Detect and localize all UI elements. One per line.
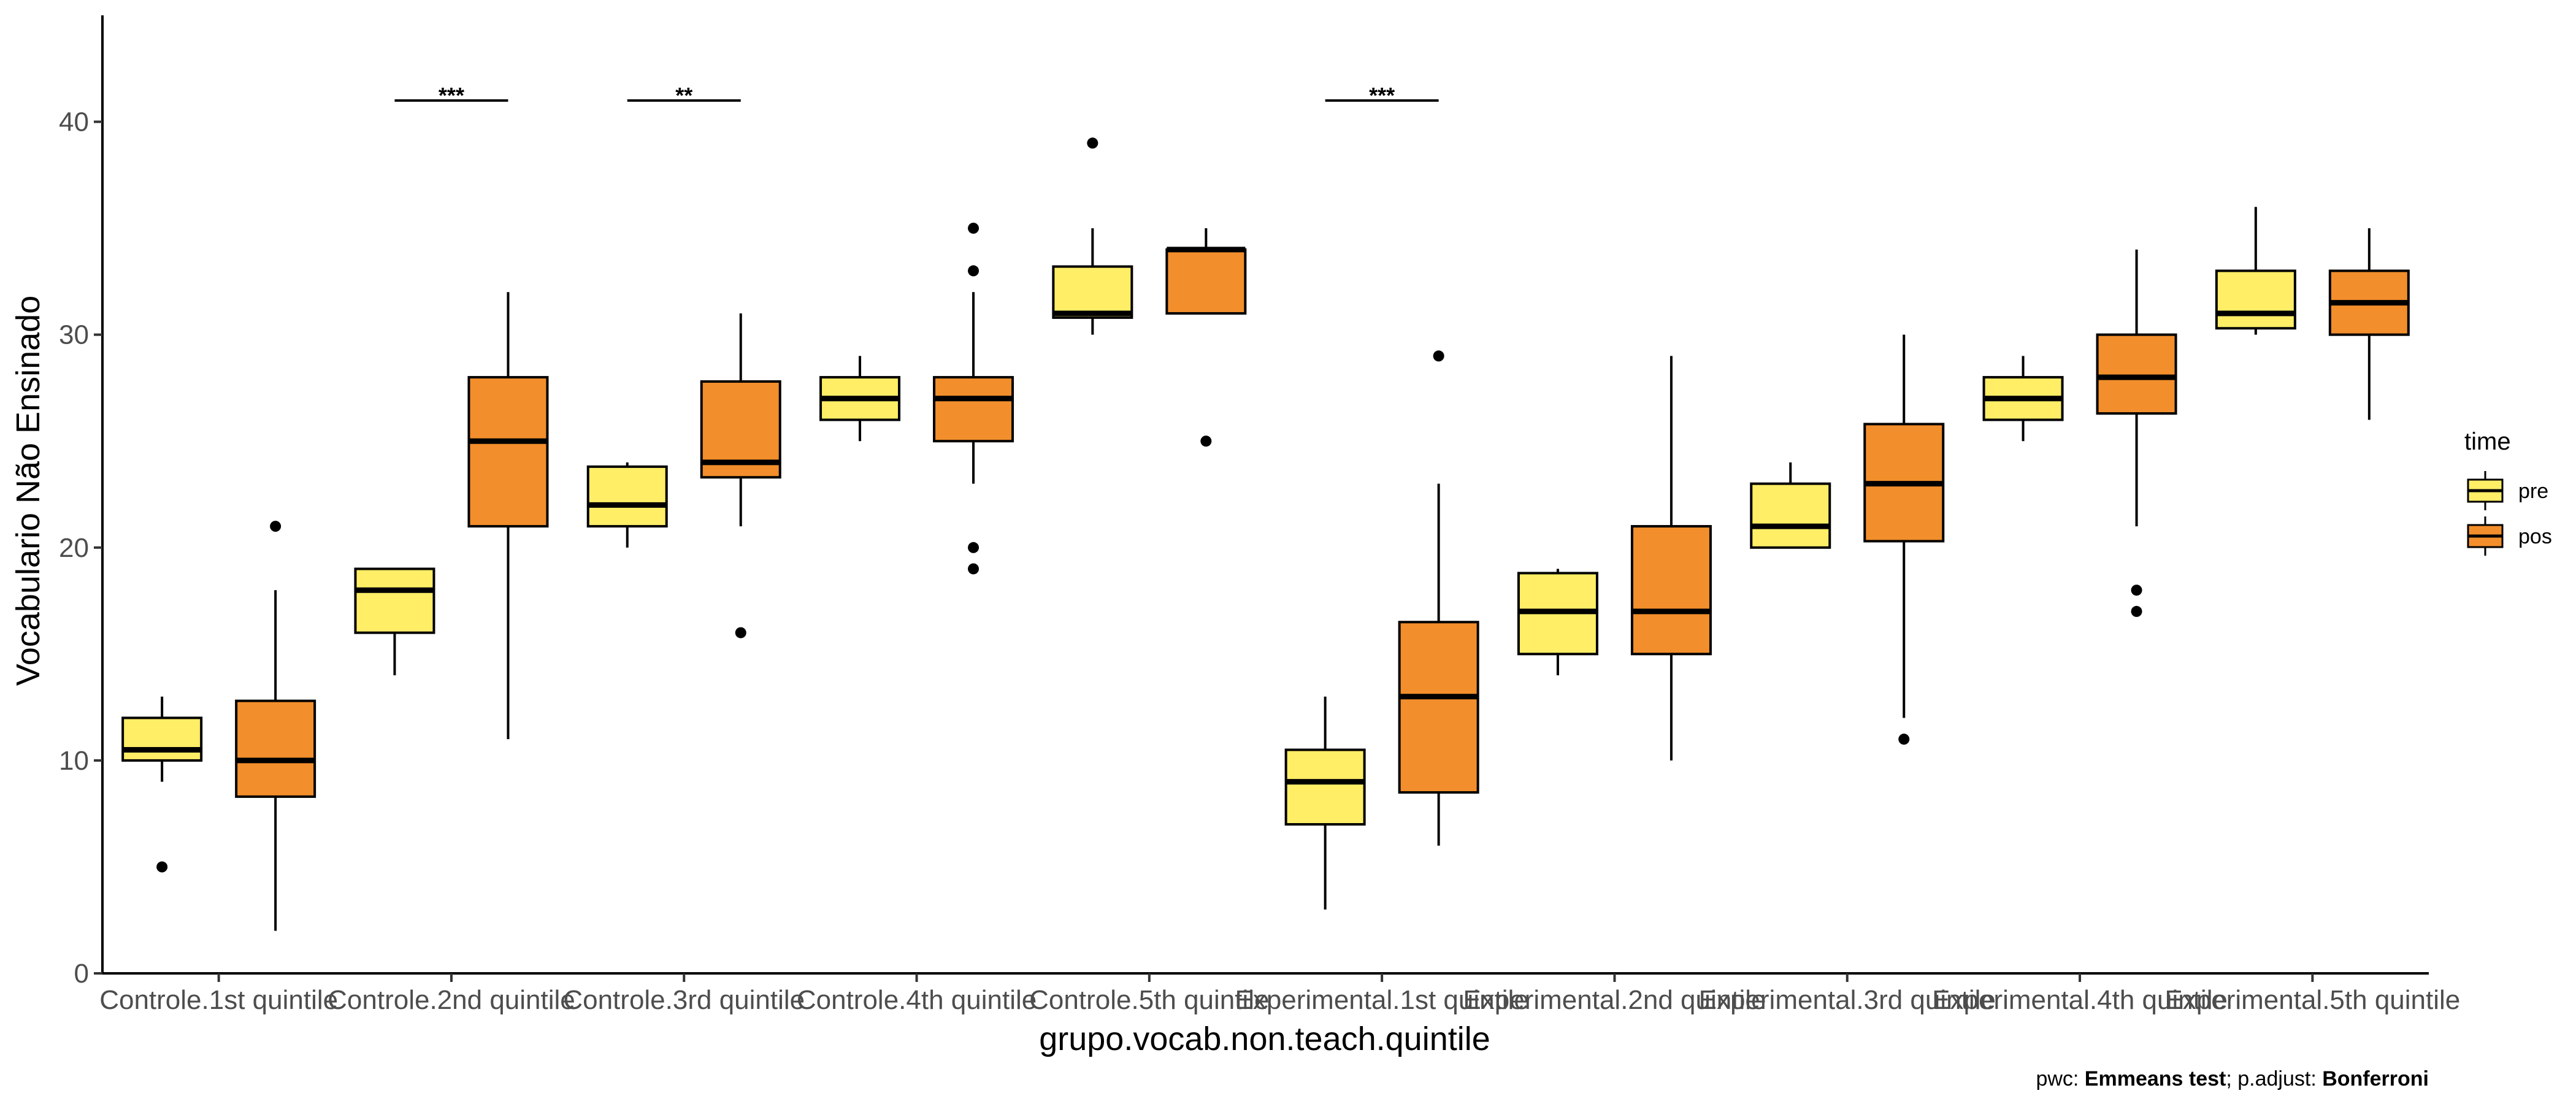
- box-pos-3: [700, 313, 781, 638]
- box-pre-10: [2215, 207, 2296, 335]
- outlier-point: [1898, 734, 1910, 745]
- box-body: [1165, 248, 1247, 315]
- outlier-point: [1087, 137, 1098, 149]
- outlier-point: [1200, 435, 1212, 447]
- box-pre-3: [586, 462, 668, 548]
- x-tick-label: Controle.5th quintile: [1029, 985, 1269, 1015]
- box-body: [1750, 482, 1831, 549]
- box-body: [2096, 333, 2177, 415]
- outlier-point: [156, 861, 168, 873]
- caption-bold-part: Emmeans test: [2085, 1067, 2226, 1091]
- significance-label: ***: [1369, 83, 1395, 108]
- legend-title: time: [2464, 428, 2511, 455]
- box-body: [121, 716, 203, 762]
- caption-part: pwc:: [2036, 1067, 2084, 1091]
- outlier-point: [1433, 350, 1444, 362]
- box-body: [467, 376, 549, 528]
- box-pre-9: [1982, 356, 2064, 442]
- legend-label: pos: [2518, 525, 2552, 548]
- x-tick-label: Experimental.1st quintile: [1235, 985, 1528, 1015]
- box-body: [1052, 265, 1133, 319]
- outlier-point: [968, 563, 979, 575]
- box-pos-8: [1863, 334, 1945, 745]
- outlier-point: [968, 265, 979, 277]
- legend: time pre pos: [2464, 428, 2552, 556]
- x-tick-label: Experimental.3rd quintile: [1699, 985, 1996, 1015]
- significance-bracket: ***: [1325, 83, 1439, 108]
- significance-bracket: **: [627, 83, 741, 108]
- y-tick-label: 30: [59, 320, 89, 350]
- x-tick-label: Controle.1st quintile: [99, 985, 338, 1015]
- x-tick-label: Experimental.5th quintile: [2164, 985, 2460, 1015]
- outlier-point: [968, 223, 979, 234]
- caption-part: ; p.adjust:: [2226, 1067, 2322, 1091]
- box-pos-7: [1630, 356, 1712, 761]
- outlier-point: [735, 627, 746, 638]
- box-body: [2215, 269, 2296, 330]
- significance-label: **: [675, 83, 692, 108]
- x-tick-label: Controle.3rd quintile: [563, 985, 805, 1015]
- box-pre-7: [1517, 569, 1598, 676]
- x-axis-title: grupo.vocab.non.teach.quintile: [1039, 1021, 1490, 1057]
- box-pre-8: [1750, 462, 1831, 549]
- box-pre-5: [1052, 137, 1133, 335]
- box-pre-6: [1284, 696, 1366, 910]
- boxes-layer: [121, 137, 2410, 931]
- caption-bold-part: Bonferroni: [2322, 1067, 2429, 1091]
- box-pos-2: [467, 292, 549, 740]
- box-body: [354, 567, 435, 634]
- legend-label: pre: [2518, 480, 2548, 503]
- box-pre-4: [819, 356, 901, 442]
- outlier-point: [270, 521, 282, 532]
- box-body: [933, 376, 1014, 443]
- significance-bracket: ***: [394, 83, 508, 108]
- box-pos-10: [2328, 228, 2410, 420]
- box-pre-1: [121, 696, 203, 873]
- significance-annotations: *** ** ***: [394, 83, 1439, 108]
- box-body: [235, 699, 316, 798]
- box-body: [1630, 525, 1712, 656]
- box-body: [1284, 748, 1366, 826]
- box-pos-6: [1398, 350, 1479, 846]
- x-tick-label: Experimental.2nd quintile: [1463, 985, 1766, 1015]
- legend-item-pre: pre: [2467, 471, 2548, 510]
- x-tick-label: Experimental.4th quintile: [1932, 985, 2228, 1015]
- outlier-point: [2131, 585, 2142, 596]
- outlier-point: [968, 542, 979, 553]
- y-axis-title: Vocabulario Não Ensinado: [10, 296, 47, 686]
- legend-item-pos: pos: [2467, 516, 2552, 556]
- outlier-point: [2131, 605, 2142, 617]
- caption: pwc: Emmeans test; p.adjust: Bonferroni: [2036, 1067, 2429, 1091]
- x-tick-label: Controle.2nd quintile: [328, 985, 575, 1015]
- box-body: [586, 465, 668, 528]
- box-pos-5: [1165, 228, 1247, 447]
- box-body: [1398, 621, 1479, 794]
- box-pos-9: [2096, 249, 2177, 617]
- y-tick-label: 0: [74, 959, 89, 989]
- y-tick-label: 40: [59, 107, 89, 137]
- y-tick-label: 10: [59, 746, 89, 776]
- x-tick-label: Controle.4th quintile: [797, 985, 1037, 1015]
- box-pre-2: [354, 567, 435, 676]
- axes-layer: 0 10 20 30 40 Controle.1st quintileControle.2…: [59, 15, 2460, 1015]
- box-pos-4: [933, 223, 1014, 575]
- box-pos-1: [235, 521, 316, 931]
- significance-label: ***: [439, 83, 464, 108]
- y-tick-label: 20: [59, 533, 89, 563]
